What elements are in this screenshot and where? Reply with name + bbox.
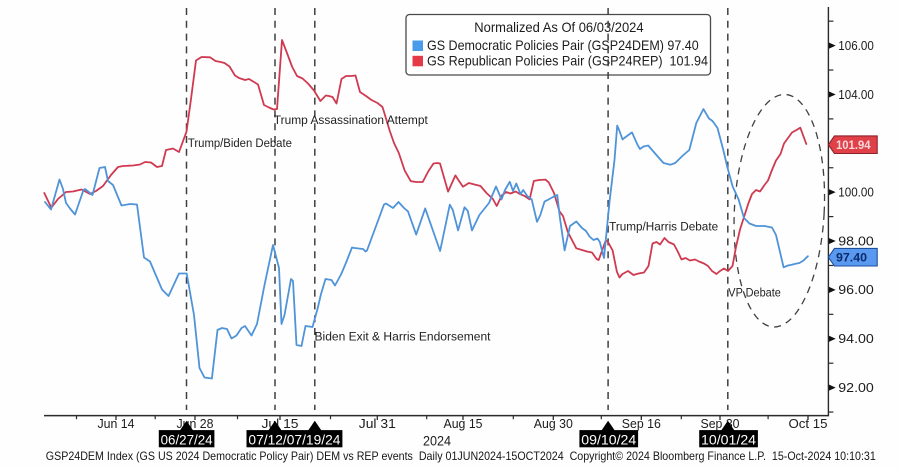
svg-text:94.00: 94.00	[838, 332, 874, 346]
svg-text:Normalized As Of 06/03/2024: Normalized As Of 06/03/2024	[474, 20, 644, 35]
svg-text:Biden Exit & Harris Endorsemen: Biden Exit & Harris Endorsement	[315, 330, 492, 344]
svg-text:106.00: 106.00	[838, 39, 874, 53]
svg-text:06/27/24: 06/27/24	[161, 432, 213, 447]
svg-text:Sep 16: Sep 16	[622, 416, 661, 431]
svg-text:2024: 2024	[423, 433, 451, 449]
svg-text:96.00: 96.00	[838, 283, 874, 297]
svg-text:101.94: 101.94	[836, 138, 871, 152]
svg-text:Aug 30: Aug 30	[534, 416, 573, 431]
svg-text:100.00: 100.00	[838, 185, 874, 199]
svg-text:Jul 31: Jul 31	[359, 416, 396, 431]
svg-text:Sep 30: Sep 30	[701, 416, 740, 431]
svg-text:GS Republican Policies Pair (G: GS Republican Policies Pair (GSP24REP) 1…	[427, 53, 708, 68]
svg-text:GSP24DEM Index (GS US 2024 Dem: GSP24DEM Index (GS US 2024 Democratic Po…	[46, 449, 876, 463]
svg-text:Trump/Harris Debate: Trump/Harris Debate	[609, 220, 718, 234]
svg-text:07/12/07/19/24: 07/12/07/19/24	[248, 432, 340, 447]
svg-text:104.00: 104.00	[838, 88, 874, 102]
svg-text:Jun 14: Jun 14	[98, 416, 135, 431]
svg-text:Oct 15: Oct 15	[789, 416, 828, 431]
svg-text:Trump Assassination Attempt: Trump Assassination Attempt	[274, 113, 429, 127]
svg-text:VP Debate: VP Debate	[728, 286, 781, 300]
svg-text:92.00: 92.00	[838, 381, 874, 395]
svg-text:98.00: 98.00	[838, 234, 874, 248]
svg-text:Trump/Biden Debate: Trump/Biden Debate	[188, 136, 292, 150]
svg-text:09/10/24: 09/10/24	[581, 432, 636, 447]
svg-text:GS Democratic Policies Pair (G: GS Democratic Policies Pair (GSP24DEM) 9…	[427, 38, 699, 53]
svg-text:97.40: 97.40	[836, 251, 867, 265]
svg-text:10/01/24: 10/01/24	[701, 432, 756, 447]
svg-text:Aug 15: Aug 15	[444, 416, 483, 431]
